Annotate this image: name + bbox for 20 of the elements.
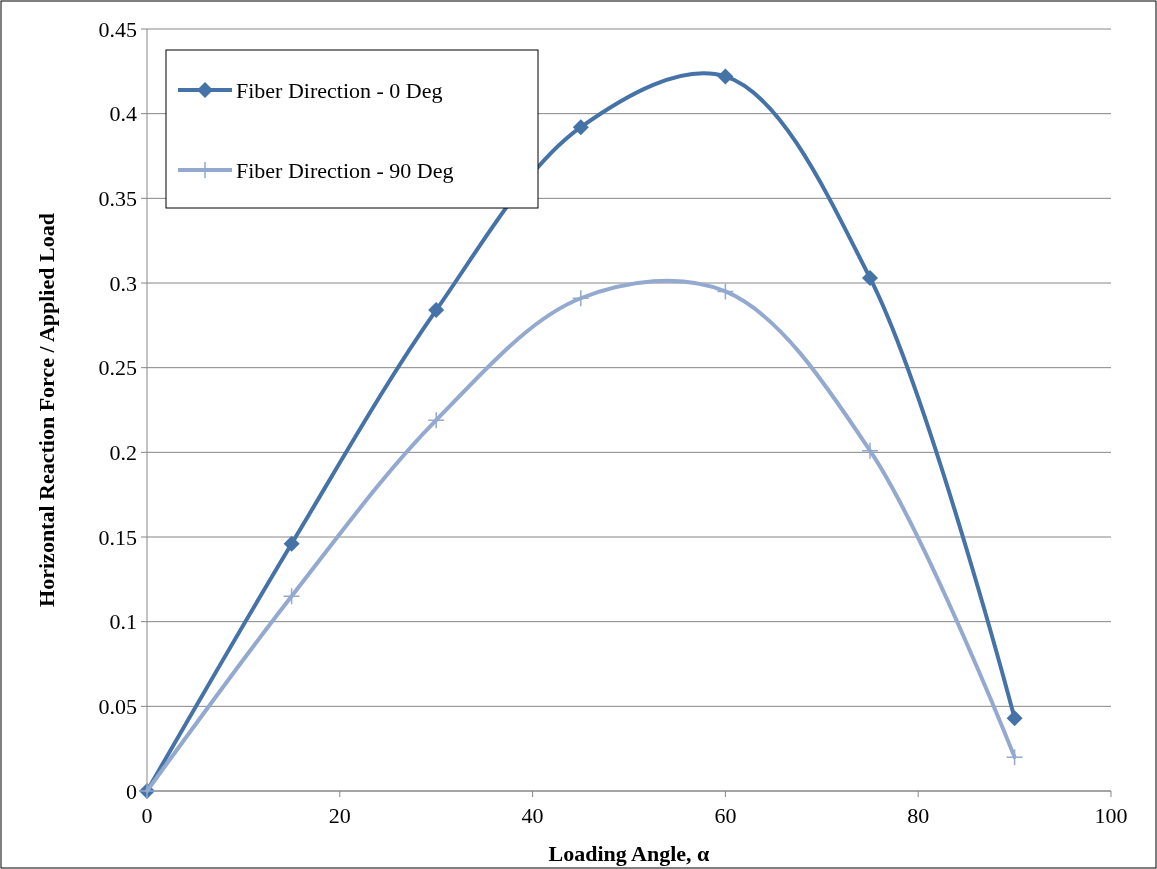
y-tick-label: 0.3 bbox=[109, 270, 137, 296]
y-tick-label: 0.15 bbox=[98, 524, 137, 550]
legend-label: Fiber Direction - 90 Deg bbox=[236, 157, 454, 183]
y-tick-label: 0.45 bbox=[98, 16, 137, 42]
y-tick-label: 0.2 bbox=[109, 440, 137, 466]
x-tick-label: 60 bbox=[714, 803, 737, 828]
y-tick-label: 0.35 bbox=[98, 186, 137, 212]
y-tick-label: 0.05 bbox=[98, 694, 137, 720]
y-axis-title: Horizontal Reaction Force / Applied Load bbox=[34, 213, 59, 607]
legend-label: Fiber Direction - 0 Deg bbox=[236, 77, 443, 103]
y-tick-label: 0.25 bbox=[98, 355, 137, 381]
x-tick-label: 80 bbox=[907, 803, 930, 828]
x-axis-title: Loading Angle, α bbox=[548, 841, 711, 866]
y-tick-label: 0.1 bbox=[109, 609, 137, 635]
x-tick-label: 20 bbox=[328, 803, 351, 828]
y-tick-label: 0.4 bbox=[109, 101, 137, 127]
x-tick-label: 40 bbox=[521, 803, 544, 828]
x-tick-label: 0 bbox=[141, 803, 153, 828]
x-tick-label: 100 bbox=[1094, 803, 1128, 828]
y-tick-label: 0 bbox=[126, 778, 137, 804]
